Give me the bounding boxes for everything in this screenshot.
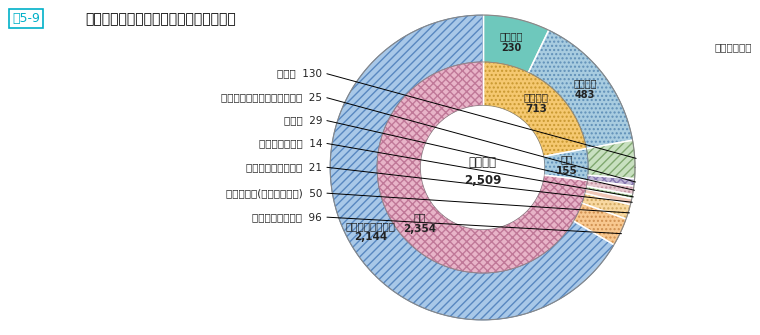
Wedge shape <box>483 62 587 156</box>
Wedge shape <box>377 62 587 273</box>
Wedge shape <box>330 15 614 320</box>
Text: 自己の職務遂行中
2,144: 自己の職務遂行中 2,144 <box>346 221 396 242</box>
Text: 負傑
2,354: 負傑 2,354 <box>404 212 436 234</box>
Wedge shape <box>483 15 549 72</box>
Text: 出勤途上
483: 出勤途上 483 <box>574 78 597 100</box>
Text: その他  29: その他 29 <box>283 115 322 125</box>
Text: 疾病
155: 疾病 155 <box>556 154 577 176</box>
Text: 公務上の負傑に起因する疾病  25: 公務上の負傑に起因する疾病 25 <box>221 92 322 102</box>
Wedge shape <box>585 189 632 205</box>
Text: 退勤途上
230: 退勤途上 230 <box>499 31 523 53</box>
Text: 公務災害: 公務災害 <box>469 156 496 169</box>
Wedge shape <box>582 193 630 219</box>
Wedge shape <box>543 148 588 180</box>
Text: 職務遂行に伴う怨恨  21: 職務遂行に伴う怨恨 21 <box>246 162 322 172</box>
Wedge shape <box>574 203 626 245</box>
Text: （単位：件）: （単位：件） <box>714 42 752 52</box>
Text: その他  130: その他 130 <box>277 68 322 78</box>
Wedge shape <box>586 186 632 199</box>
Text: 設備の不完全等  14: 設備の不完全等 14 <box>258 138 322 148</box>
Text: 公務災害及び通勤災害の事由別認定状況: 公務災害及び通勤災害の事由別認定状況 <box>85 12 236 26</box>
Text: 図5-9: 図5-9 <box>12 12 40 25</box>
Wedge shape <box>587 140 635 179</box>
Wedge shape <box>528 30 632 148</box>
Circle shape <box>422 107 543 228</box>
Text: 出張又は赴任途上  96: 出張又は赴任途上 96 <box>252 212 322 222</box>
Wedge shape <box>587 180 634 195</box>
Text: 2,509: 2,509 <box>464 174 502 187</box>
Text: 通勤災害
713: 通勤災害 713 <box>524 92 549 114</box>
Wedge shape <box>587 175 635 186</box>
Text: 出退勤途上(公務上のもの)  50: 出退勤途上(公務上のもの) 50 <box>226 188 322 198</box>
